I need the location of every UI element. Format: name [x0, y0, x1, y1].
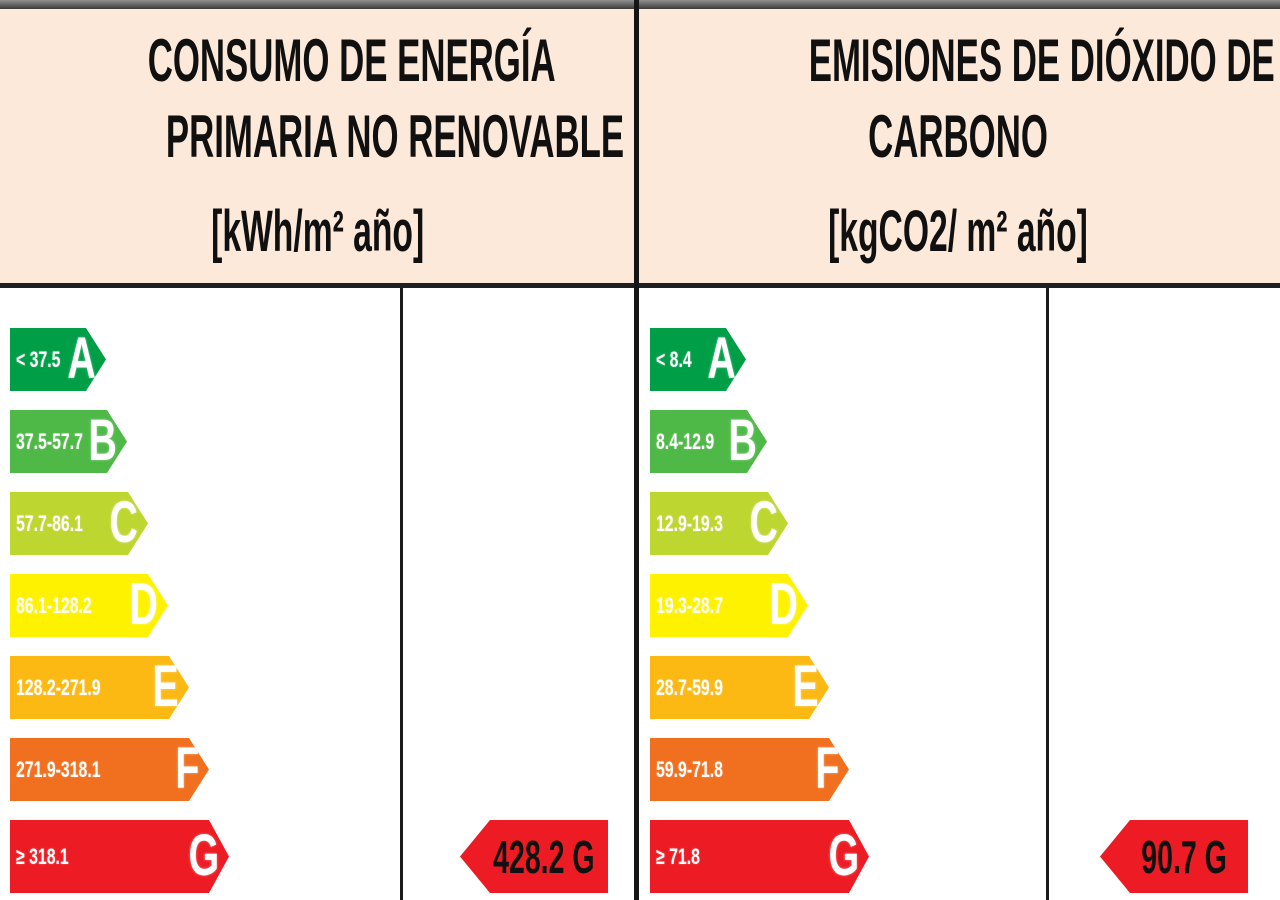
- panel-title-emissions: EMISIONES DE DIÓXIDO DE CARBONO [kgCO2/ …: [640, 9, 1276, 283]
- rating-letter: C: [749, 489, 778, 555]
- rating-bar-d: 19.3-28.7 D: [650, 574, 808, 637]
- rating-range-label: 57.7-86.1: [16, 510, 83, 536]
- rating-letter: F: [814, 735, 839, 801]
- rating-range-label: 28.7-59.9: [656, 674, 723, 700]
- rating-range-label: 8.4-12.9: [656, 428, 715, 454]
- emissions-panel: < 8.4 A 8.4-12.9 B 12.9-19.3 C 19.3-28.7…: [640, 288, 1280, 900]
- rating-range-label: ≥ 71.8: [656, 843, 700, 869]
- emissions-title-line1: EMISIONES DE DIÓXIDO DE: [808, 27, 1275, 94]
- rating-range-label: < 37.5: [16, 346, 61, 372]
- rating-bar-g: ≥ 318.1 G: [10, 820, 229, 893]
- rating-bar-b: 8.4-12.9 B: [650, 410, 767, 473]
- rating-letter: G: [188, 822, 219, 888]
- rating-letter: D: [129, 571, 158, 637]
- rating-range-label: 86.1-128.2: [16, 592, 92, 618]
- rating-letter: A: [67, 325, 96, 391]
- emissions-value-divider-line: [1046, 288, 1049, 900]
- energy-value-divider-line: [400, 288, 403, 900]
- rating-bar-e: 128.2-271.9 E: [10, 656, 189, 719]
- emissions-rating-scale: < 8.4 A 8.4-12.9 B 12.9-19.3 C 19.3-28.7…: [650, 288, 1040, 900]
- rating-letter: C: [109, 489, 138, 555]
- rating-bar-f: 271.9-318.1 F: [10, 738, 209, 801]
- rating-range-label: 12.9-19.3: [656, 510, 723, 536]
- center-column-divider: [634, 0, 639, 900]
- rating-range-label: 59.9-71.8: [656, 756, 723, 782]
- energy-title-line2: PRIMARIA NO RENOVABLE: [165, 103, 625, 170]
- rating-bar-f: 59.9-71.8 F: [650, 738, 849, 801]
- rating-letter: B: [88, 407, 117, 473]
- rating-bar-a: < 37.5 A: [10, 328, 106, 391]
- rating-letter: E: [152, 653, 179, 719]
- rating-bar-g: ≥ 71.8 G: [650, 820, 869, 893]
- rating-body-area: < 37.5 A 37.5-57.7 B 57.7-86.1 C 86.1-12…: [0, 288, 1280, 900]
- top-border-strip: [0, 0, 1280, 9]
- rating-range-label: 128.2-271.9: [16, 674, 101, 700]
- rating-letter: G: [828, 822, 859, 888]
- emissions-result-arrow: 90.7 G: [1100, 820, 1248, 893]
- rating-letter: B: [728, 407, 757, 473]
- rating-letter: D: [769, 571, 798, 637]
- emissions-title-line2: CARBONO: [868, 103, 1048, 170]
- rating-letter: E: [792, 653, 819, 719]
- header-bottom-rule: [0, 283, 1280, 288]
- energy-rating-scale: < 37.5 A 37.5-57.7 B 57.7-86.1 C 86.1-12…: [10, 288, 400, 900]
- rating-range-label: 37.5-57.7: [16, 428, 83, 454]
- rating-letter: F: [174, 735, 199, 801]
- energy-result-value: 428.2 G: [493, 830, 595, 883]
- rating-range-label: 19.3-28.7: [656, 592, 723, 618]
- energy-result-arrow: 428.2 G: [460, 820, 608, 893]
- rating-range-label: 271.9-318.1: [16, 756, 101, 782]
- emissions-result-value: 90.7 G: [1141, 830, 1227, 883]
- rating-range-label: < 8.4: [656, 346, 692, 372]
- rating-range-label: ≥ 318.1: [16, 843, 69, 869]
- energy-title-line1: CONSUMO DE ENERGÍA: [147, 27, 556, 94]
- energy-unit-label: [kWh/m² año]: [211, 199, 425, 264]
- rating-letter: A: [707, 325, 736, 391]
- panel-title-energy: CONSUMO DE ENERGÍA PRIMARIA NO RENOVABLE…: [0, 9, 636, 283]
- rating-bar-d: 86.1-128.2 D: [10, 574, 168, 637]
- energy-panel: < 37.5 A 37.5-57.7 B 57.7-86.1 C 86.1-12…: [0, 288, 636, 900]
- rating-bar-e: 28.7-59.9 E: [650, 656, 829, 719]
- rating-bar-c: 12.9-19.3 C: [650, 492, 788, 555]
- rating-bar-a: < 8.4 A: [650, 328, 746, 391]
- rating-bar-b: 37.5-57.7 B: [10, 410, 127, 473]
- emissions-unit-label: [kgCO2/ m² año]: [828, 199, 1088, 264]
- header-band: CONSUMO DE ENERGÍA PRIMARIA NO RENOVABLE…: [0, 9, 1280, 283]
- rating-bar-c: 57.7-86.1 C: [10, 492, 148, 555]
